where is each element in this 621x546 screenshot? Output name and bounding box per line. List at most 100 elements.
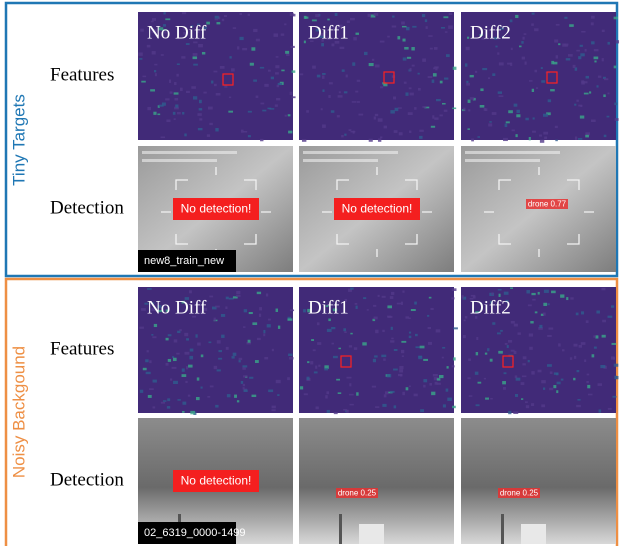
feature-speck [185,381,187,383]
feature-speck [529,80,533,82]
feature-speck [215,128,218,131]
feature-speck [147,350,149,352]
feature-speck [373,305,376,307]
feature-speck [278,83,282,85]
feature-speck [356,306,358,309]
feature-speck [315,14,319,17]
feature-speck [317,75,321,78]
building [521,524,546,544]
feature-speck [511,321,515,324]
feature-speck [357,80,360,82]
building [359,524,384,544]
feature-speck [439,114,442,116]
feature-speck [174,82,176,85]
feature-speck [540,140,544,143]
feature-speck [614,376,617,379]
feature-speck [276,56,279,58]
feature-speck [350,18,355,20]
feature-speck [419,130,423,132]
feature-speck [184,133,186,136]
feature-speck [531,371,534,374]
feature-speck [482,68,487,70]
feature-speck [236,295,240,297]
feature-speck [233,353,237,356]
feature-speck [485,398,489,400]
feature-speck [541,80,545,83]
feature-speck [151,334,153,336]
feature-speck [260,103,264,105]
feature-speck [600,365,605,368]
feature-speck [544,290,549,293]
feature-speck [276,309,278,312]
column-label: Diff2 [470,297,511,318]
feature-speck [594,347,597,349]
feature-speck [402,392,405,395]
feature-speck [476,352,478,355]
feature-speck [591,22,594,25]
feature-speck [533,117,535,119]
feature-speck [372,59,374,61]
feature-speck [554,372,559,374]
feature-speck [352,101,357,103]
feature-speck [604,135,607,137]
feature-speck [508,340,512,343]
feature-speck [300,386,303,389]
feature-speck [229,298,234,300]
feature-speck [284,23,286,25]
feature-speck [395,108,399,111]
feature-speck [489,121,491,123]
feature-speck [241,381,243,384]
feature-speck [585,49,587,52]
feature-speck [331,44,334,47]
feature-speck [613,357,615,359]
feature-speck [142,76,146,78]
feature-speck [587,374,590,376]
feature-speck [311,339,314,341]
feature-speck [560,294,564,297]
feature-speck [242,367,245,369]
feature-speck [418,88,421,91]
feature-speck [573,378,575,380]
section-title: Tiny Targets [9,94,28,186]
feature-speck [607,116,610,118]
feature-speck [236,291,240,294]
feature-speck [251,47,255,50]
feature-speck [277,394,279,396]
feature-speck [272,406,276,409]
feature-speck [589,91,591,93]
feature-speck [149,360,151,363]
feature-speck [218,358,222,360]
feature-speck [290,46,294,48]
feature-speck [226,347,229,350]
feature-speck [498,351,503,354]
feature-speck [591,16,595,19]
feature-speck [598,383,602,386]
feature-speck [576,100,578,102]
feature-speck [257,338,261,340]
feature-speck [331,327,335,329]
feature-speck [415,334,418,336]
feature-speck [278,326,280,329]
feature-speck [146,372,151,374]
feature-speck [399,132,403,135]
feature-speck [553,62,557,65]
feature-speck [504,292,509,295]
feature-speck [465,316,468,318]
feature-speck [208,107,213,110]
feature-speck [271,77,274,80]
feature-speck [392,16,394,18]
feature-speck [507,345,509,348]
feature-speck [528,304,532,306]
feature-speck [602,30,605,32]
feature-speck [191,86,196,89]
feature-speck [201,354,204,357]
feature-speck [248,340,251,343]
feature-speck [575,136,577,139]
feature-speck [175,104,178,107]
feature-speck [344,134,346,136]
feature-speck [387,305,392,308]
feature-speck [522,363,525,365]
feature-speck [512,129,515,131]
feature-speck [252,395,257,397]
feature-speck [442,103,446,105]
